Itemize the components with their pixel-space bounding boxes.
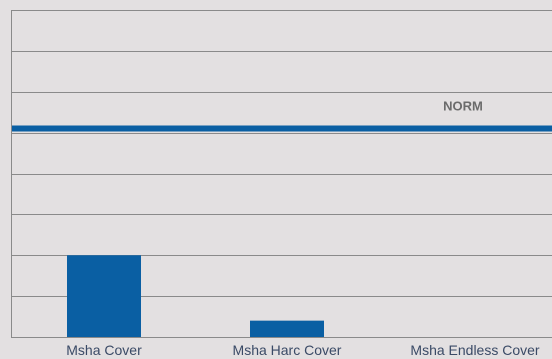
x-tick-label: Msha Endless Cover [410,342,540,358]
x-tick-label: Msha Harc Cover [233,342,342,358]
norm-label: NORM [443,99,483,114]
x-tick-label: Msha Cover [66,342,142,358]
x-tick-labels: Msha Cover Msha Harc Cover Msha Endless Co… [66,342,540,358]
bars [67,255,324,337]
bar-msha-cover [67,255,141,337]
reference-line-group: NORM [11,99,552,132]
bar-msha-harc-cover [250,320,324,337]
